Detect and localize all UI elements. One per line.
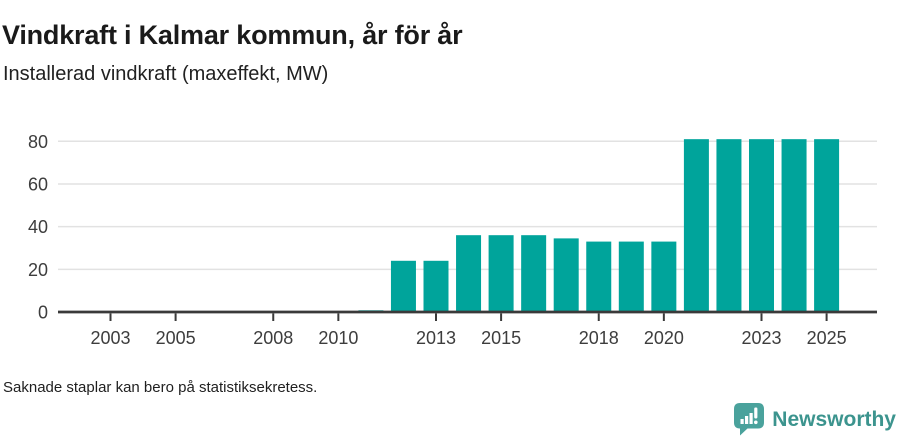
x-tick-label: 2015 xyxy=(481,328,521,348)
x-tick-label: 2018 xyxy=(579,328,619,348)
bar xyxy=(814,139,840,312)
y-tick-label: 20 xyxy=(28,260,48,280)
y-tick-label: 60 xyxy=(28,174,48,194)
y-tick-label: 40 xyxy=(28,217,48,237)
newsworthy-speech-bubble-chart-icon xyxy=(734,403,765,436)
bar-chart-canvas: 2003 2005 2008 2010 2013 2015 2018 2020 2023 2025… xyxy=(28,132,877,348)
x-tick-label: 2003 xyxy=(90,328,130,348)
logo-exclamation-dot xyxy=(754,420,758,425)
x-tick-label: 2010 xyxy=(318,328,358,348)
bar xyxy=(553,238,579,312)
speech-bubble-shape xyxy=(734,403,765,436)
bar xyxy=(488,235,514,312)
logo-chart-bar xyxy=(749,413,753,424)
logo-chart-bar xyxy=(740,419,744,424)
footnote: Saknade staplar kan bero på statistiksek… xyxy=(3,379,318,396)
bar xyxy=(618,241,644,312)
bar xyxy=(423,260,449,312)
bar xyxy=(586,241,612,312)
bar xyxy=(521,235,547,312)
chart-subtitle: Installerad vindkraft (maxeffekt, MW) xyxy=(3,63,329,85)
x-tick-label: 2005 xyxy=(156,328,196,348)
bar xyxy=(716,139,742,312)
x-tick-label: 2013 xyxy=(416,328,456,348)
y-tick-label: 0 xyxy=(38,303,48,323)
chart-title: Vindkraft i Kalmar kommun, år för år xyxy=(2,20,463,51)
newsworthy-logo: Newsworthy xyxy=(734,403,896,436)
bar xyxy=(390,260,416,312)
bar xyxy=(749,139,774,312)
bar xyxy=(456,235,482,312)
y-tick-label: 80 xyxy=(28,132,48,152)
x-tick-label: 2025 xyxy=(807,328,847,348)
logo-chart-bar xyxy=(745,416,749,424)
x-tick-label: 2023 xyxy=(741,328,781,348)
bar xyxy=(651,241,677,312)
bar-chart: 2003 2005 2008 2010 2013 2015 2018 2020 2023 2025… xyxy=(0,115,900,350)
logo-exclamation-stroke xyxy=(754,407,758,419)
bar xyxy=(781,139,807,312)
newsworthy-wordmark: Newsworthy xyxy=(772,407,896,431)
x-tick-label: 2020 xyxy=(644,328,684,348)
bar xyxy=(683,139,709,312)
x-tick-label: 2008 xyxy=(253,328,293,348)
